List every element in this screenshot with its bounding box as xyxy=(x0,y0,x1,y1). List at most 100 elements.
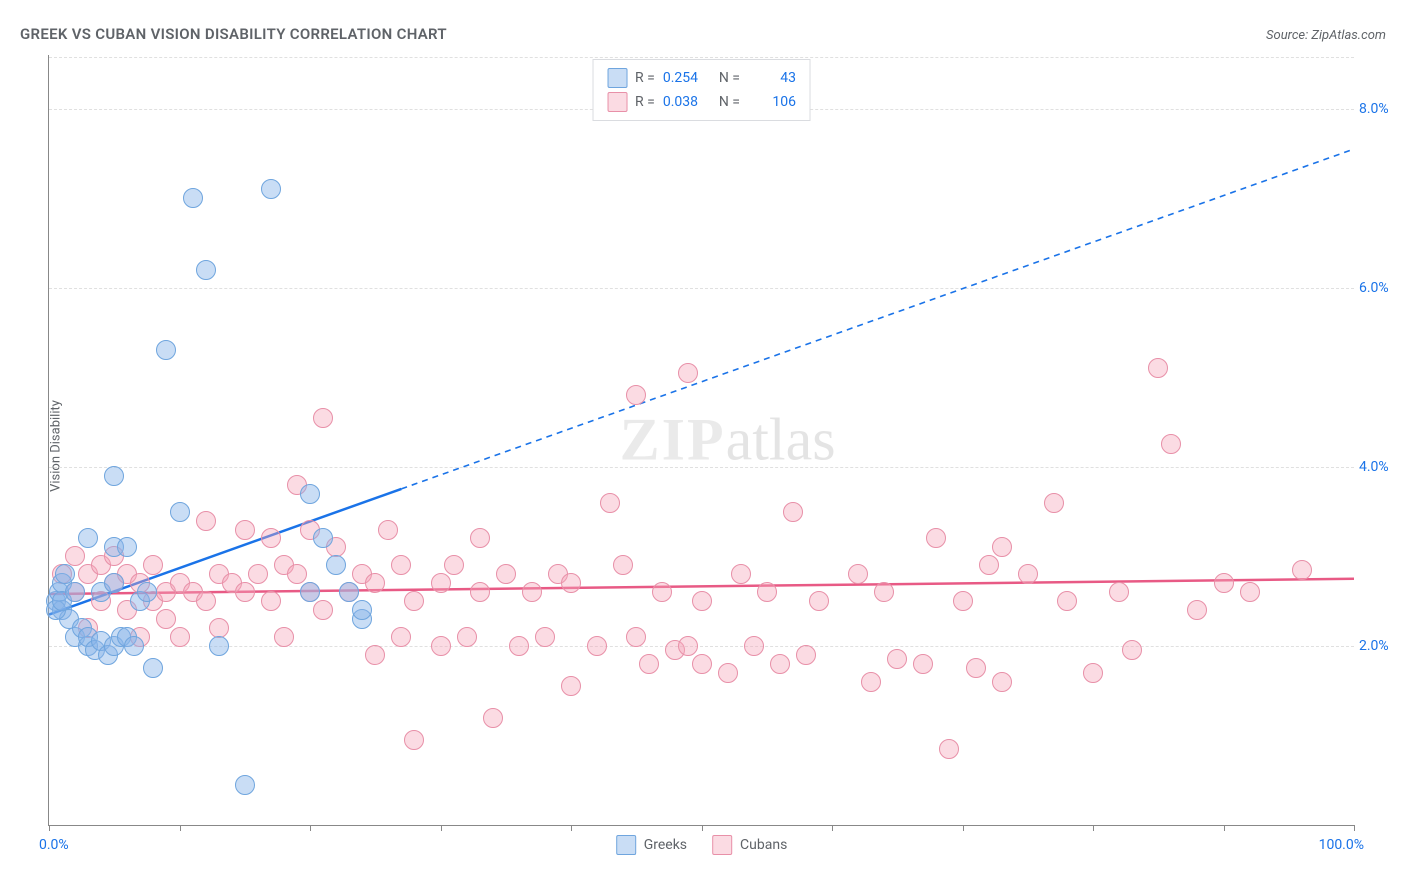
n-value-greeks: 43 xyxy=(748,70,796,86)
scatter-point-cubans xyxy=(848,564,868,584)
legend-item-cubans: Cubans xyxy=(712,835,787,855)
scatter-point-cubans xyxy=(913,654,933,674)
scatter-point-greeks xyxy=(352,600,372,620)
watermark: ZIPatlas xyxy=(620,406,836,475)
scatter-point-cubans xyxy=(261,528,281,548)
scatter-point-cubans xyxy=(313,600,333,620)
scatter-point-cubans xyxy=(1161,434,1181,454)
x-tick xyxy=(441,825,442,831)
scatter-point-cubans xyxy=(1214,573,1234,593)
scatter-point-cubans xyxy=(887,649,907,669)
scatter-point-cubans xyxy=(509,636,529,656)
scatter-point-cubans xyxy=(365,573,385,593)
legend-label-cubans: Cubans xyxy=(740,837,787,853)
r-label: R = xyxy=(635,94,655,110)
stats-swatch-cubans xyxy=(607,92,627,112)
bottom-legend: Greeks Cubans xyxy=(616,835,788,855)
scatter-point-cubans xyxy=(626,627,646,647)
scatter-point-greeks xyxy=(104,573,124,593)
x-tick xyxy=(180,825,181,831)
scatter-point-greeks xyxy=(170,502,190,522)
chart-container: GREEK VS CUBAN VISION DISABILITY CORRELA… xyxy=(0,0,1406,892)
x-tick xyxy=(310,825,311,831)
legend-label-greeks: Greeks xyxy=(644,837,687,853)
plot-area: ZIPatlas 0.0% 100.0% Greeks Cubans R = 0… xyxy=(48,55,1354,826)
scatter-point-cubans xyxy=(678,363,698,383)
chart-title: GREEK VS CUBAN VISION DISABILITY CORRELA… xyxy=(20,25,447,43)
scatter-point-greeks xyxy=(235,775,255,795)
scatter-point-cubans xyxy=(391,555,411,575)
scatter-point-cubans xyxy=(757,582,777,602)
scatter-point-cubans xyxy=(809,591,829,611)
scatter-point-cubans xyxy=(404,591,424,611)
y-tick-label: 8.0% xyxy=(1359,101,1404,117)
scatter-point-cubans xyxy=(561,676,581,696)
x-max-label: 100.0% xyxy=(1319,837,1364,853)
scatter-point-cubans xyxy=(861,672,881,692)
scatter-point-cubans xyxy=(313,408,333,428)
x-tick xyxy=(571,825,572,831)
scatter-point-greeks xyxy=(137,582,157,602)
scatter-point-cubans xyxy=(783,502,803,522)
scatter-point-cubans xyxy=(1122,640,1142,660)
scatter-point-cubans xyxy=(1083,663,1103,683)
scatter-point-cubans xyxy=(678,636,698,656)
scatter-point-cubans xyxy=(470,582,490,602)
scatter-point-cubans xyxy=(287,564,307,584)
scatter-point-cubans xyxy=(248,564,268,584)
scatter-point-cubans xyxy=(274,627,294,647)
scatter-point-cubans xyxy=(143,555,163,575)
scatter-point-cubans xyxy=(639,654,659,674)
y-tick-label: 4.0% xyxy=(1359,459,1404,475)
scatter-point-cubans xyxy=(483,708,503,728)
scatter-point-cubans xyxy=(731,564,751,584)
scatter-point-cubans xyxy=(404,730,424,750)
scatter-point-cubans xyxy=(457,627,477,647)
scatter-point-cubans xyxy=(992,672,1012,692)
scatter-point-cubans xyxy=(692,591,712,611)
scatter-point-cubans xyxy=(626,385,646,405)
stats-row-cubans: R = 0.038 N = 106 xyxy=(607,90,796,114)
trend-lines xyxy=(49,55,1354,825)
scatter-point-greeks xyxy=(209,636,229,656)
scatter-point-cubans xyxy=(692,654,712,674)
scatter-point-cubans xyxy=(65,546,85,566)
scatter-point-cubans xyxy=(939,739,959,759)
scatter-point-cubans xyxy=(796,645,816,665)
n-value-cubans: 106 xyxy=(748,94,796,110)
scatter-point-greeks xyxy=(117,537,137,557)
scatter-point-greeks xyxy=(143,658,163,678)
scatter-point-cubans xyxy=(196,591,216,611)
scatter-point-cubans xyxy=(1044,493,1064,513)
scatter-point-cubans xyxy=(718,663,738,683)
stats-row-greeks: R = 0.254 N = 43 xyxy=(607,66,796,90)
scatter-point-cubans xyxy=(1018,564,1038,584)
scatter-point-cubans xyxy=(522,582,542,602)
n-label: N = xyxy=(719,70,740,86)
scatter-point-cubans xyxy=(652,582,672,602)
x-min-label: 0.0% xyxy=(39,837,69,853)
scatter-point-cubans xyxy=(1240,582,1260,602)
r-label: R = xyxy=(635,70,655,86)
stats-swatch-greeks xyxy=(607,68,627,88)
x-tick xyxy=(963,825,964,831)
x-tick xyxy=(832,825,833,831)
scatter-point-cubans xyxy=(1292,560,1312,580)
scatter-point-greeks xyxy=(339,582,359,602)
scatter-point-greeks xyxy=(78,528,98,548)
scatter-point-cubans xyxy=(170,627,190,647)
scatter-point-greeks xyxy=(104,466,124,486)
grid-line xyxy=(49,646,1354,647)
x-tick xyxy=(1224,825,1225,831)
scatter-point-cubans xyxy=(431,573,451,593)
scatter-point-greeks xyxy=(65,582,85,602)
source-credit: Source: ZipAtlas.com xyxy=(1266,28,1386,43)
scatter-point-cubans xyxy=(613,555,633,575)
scatter-point-cubans xyxy=(744,636,764,656)
scatter-point-cubans xyxy=(1109,582,1129,602)
x-tick xyxy=(1093,825,1094,831)
scatter-point-cubans xyxy=(926,528,946,548)
x-tick xyxy=(1354,825,1355,831)
r-value-greeks: 0.254 xyxy=(663,70,711,86)
scatter-point-cubans xyxy=(378,520,398,540)
